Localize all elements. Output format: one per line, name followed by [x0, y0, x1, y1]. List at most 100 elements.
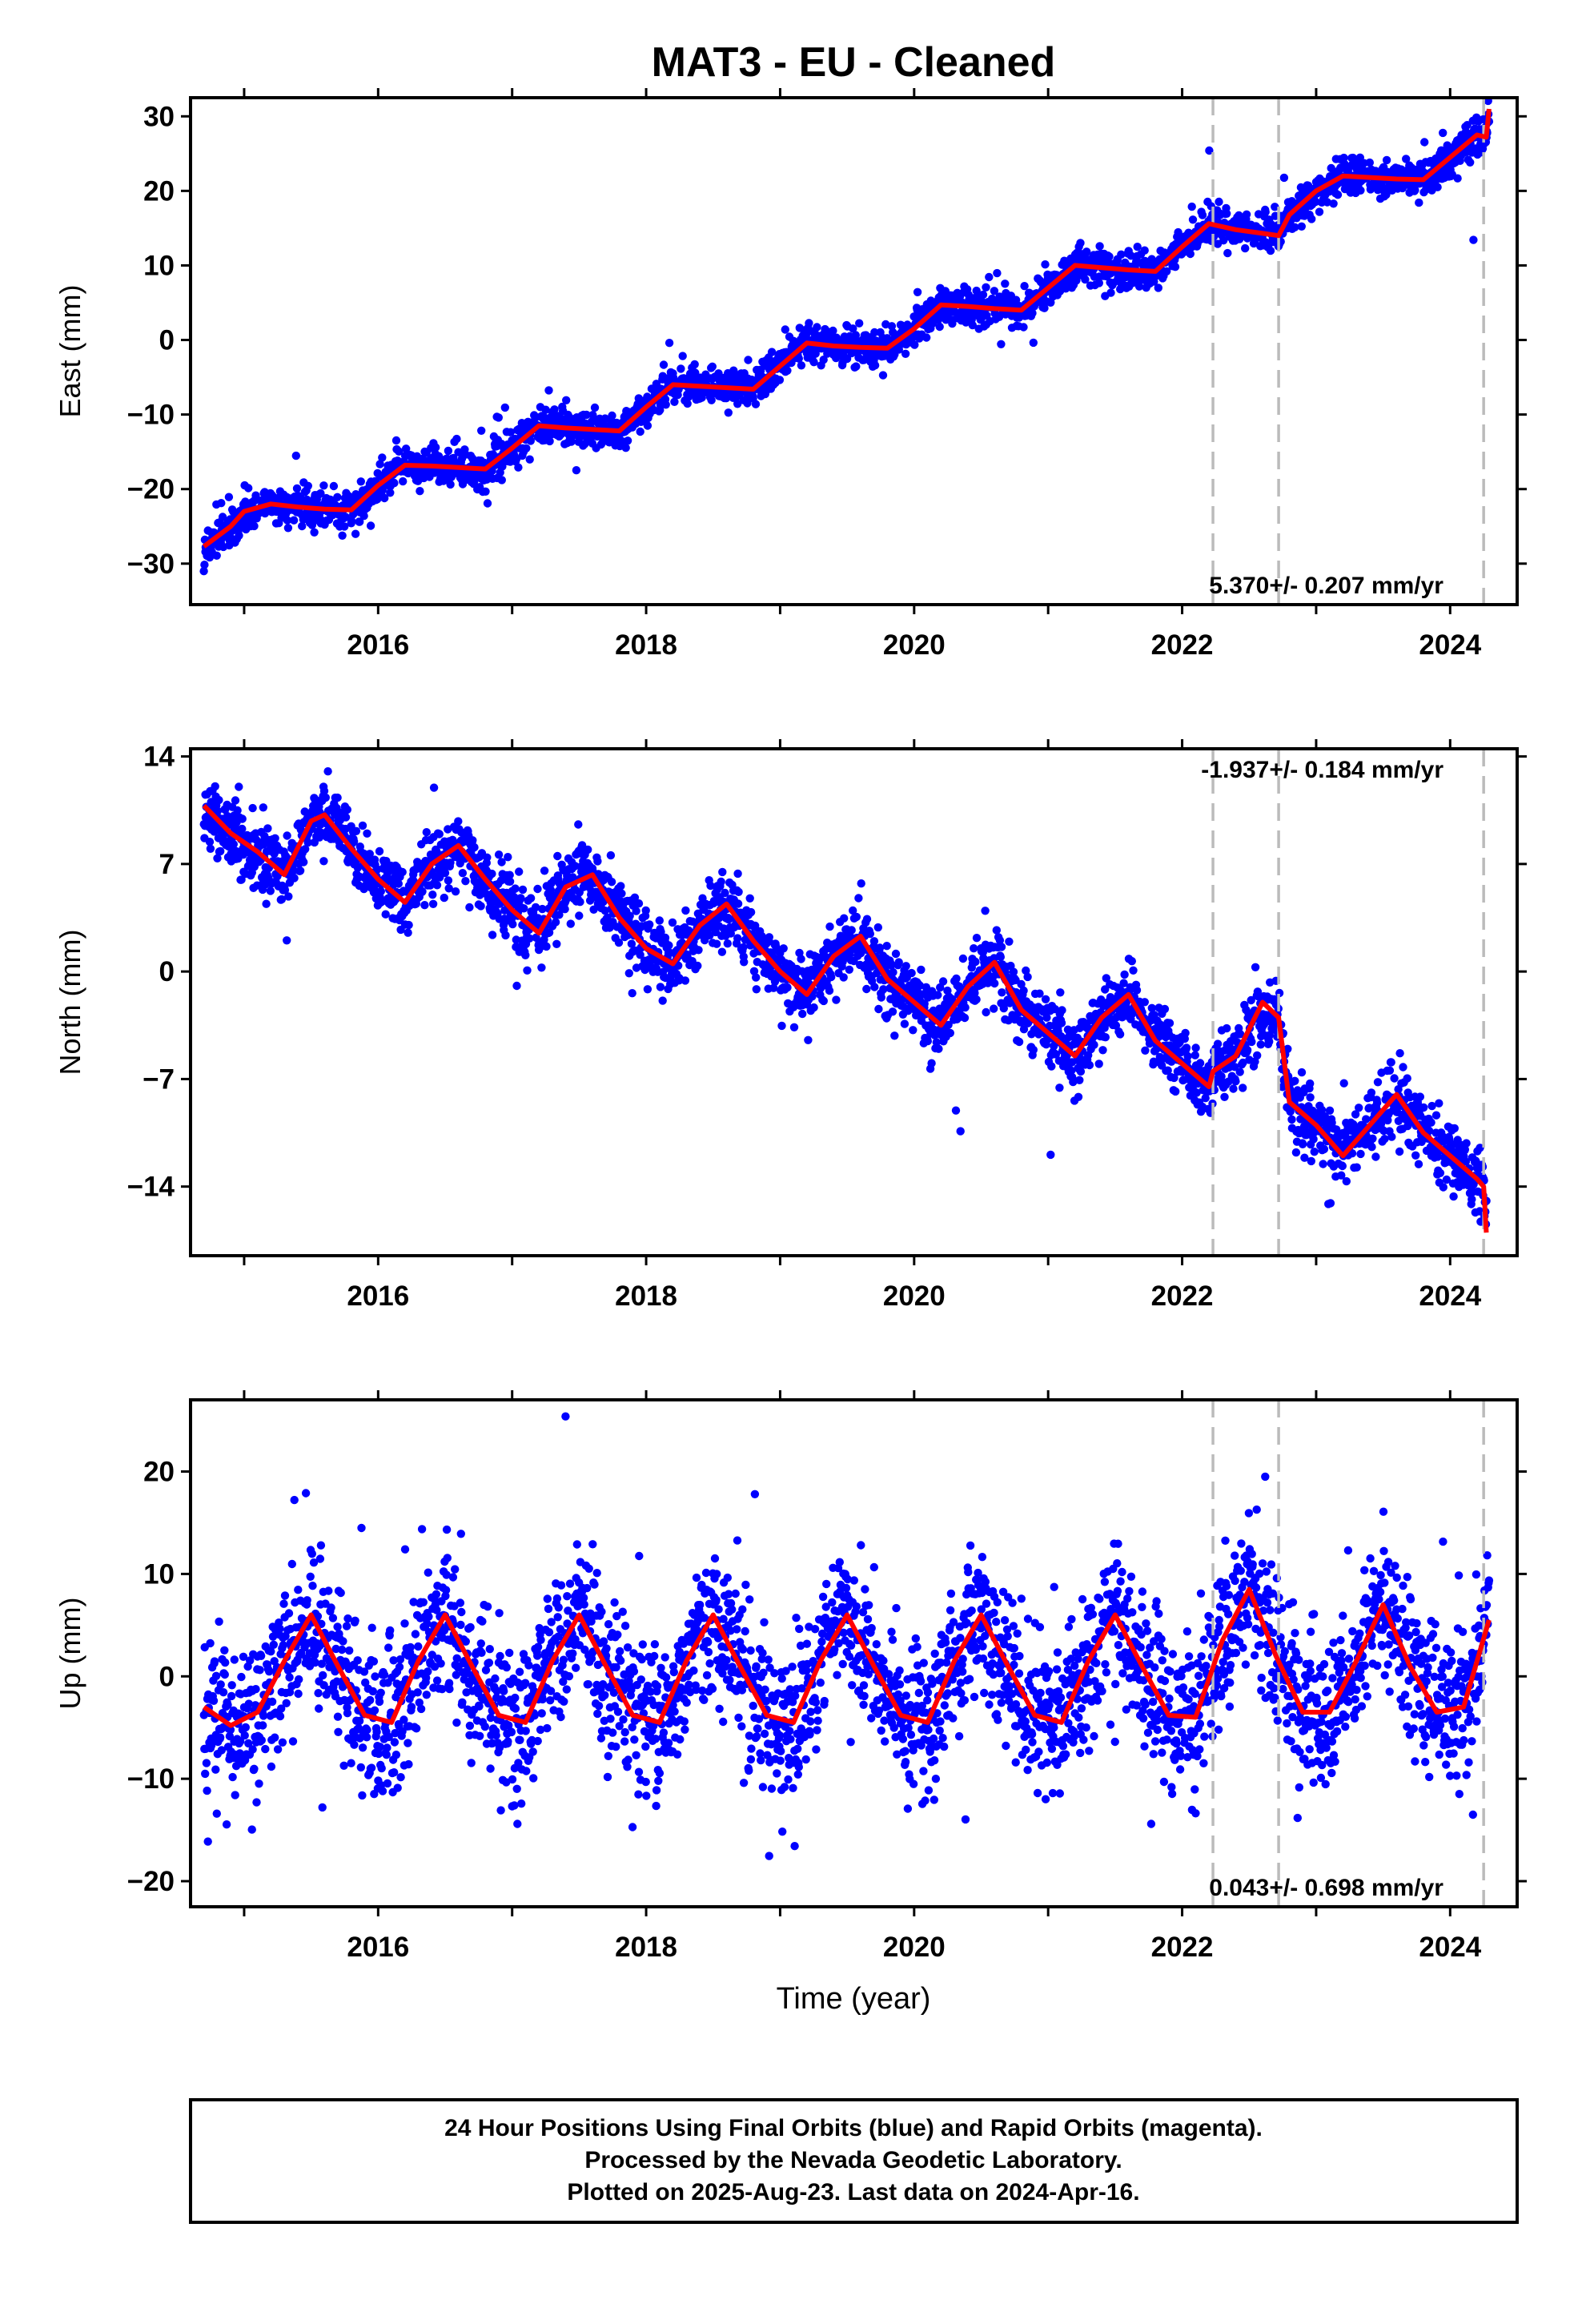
north-data-point: [847, 926, 856, 935]
north-data-point: [488, 931, 497, 939]
north-data-point: [777, 1021, 786, 1031]
east-data-point: [1311, 197, 1320, 207]
east-data-point: [359, 512, 368, 521]
north-data-point: [717, 877, 725, 887]
east-data-point: [1315, 207, 1324, 216]
east-data-point: [968, 320, 978, 330]
east-xtick-label: 2024: [1419, 629, 1481, 661]
east-data-point: [1186, 249, 1195, 259]
north-data-point: [783, 983, 792, 992]
east-data-point: [218, 513, 227, 521]
east-data-point: [1235, 214, 1244, 223]
north-data-point: [997, 943, 1006, 951]
east-data-point: [481, 487, 490, 496]
north-data-point: [706, 881, 715, 891]
north-data-point: [746, 907, 756, 917]
east-data-point: [526, 436, 535, 445]
north-data-point: [944, 1020, 953, 1030]
east-data-point: [432, 443, 440, 452]
north-data-point: [970, 944, 978, 953]
north-data-point: [488, 869, 496, 879]
north-data-point: [990, 979, 999, 988]
east-ytick-label: 10: [143, 250, 175, 281]
north-data-point: [996, 952, 1006, 962]
north-data-point: [1069, 1077, 1078, 1087]
east-data-point: [444, 446, 453, 456]
north-data-point: [751, 921, 760, 931]
north-data-point: [341, 813, 351, 822]
north-data-point: [461, 877, 470, 886]
north-data-point: [797, 955, 805, 963]
chart-title: MAT3 - EU - Cleaned: [652, 39, 1056, 86]
east-data-point: [1415, 198, 1423, 207]
east-data-point: [217, 499, 226, 508]
east-data-point: [990, 287, 999, 296]
north-data-point: [593, 857, 602, 866]
north-data-point: [1042, 1013, 1051, 1022]
east-data-point: [636, 427, 644, 436]
north-data-point: [1075, 1076, 1084, 1085]
north-data-point: [909, 1026, 917, 1035]
north-data-point: [533, 884, 542, 894]
north-data-point: [483, 853, 492, 862]
east-data-point: [1223, 248, 1232, 258]
north-data-point: [713, 939, 721, 948]
north-data-point: [789, 1023, 799, 1032]
north-data-point: [656, 927, 665, 936]
north-data-point: [363, 829, 371, 838]
north-data-point: [630, 893, 640, 903]
east-data-point: [366, 521, 375, 530]
east-data-point: [250, 521, 259, 531]
north-data-point: [574, 820, 583, 829]
east-data-point: [1307, 215, 1316, 223]
north-data-point: [934, 991, 942, 999]
north-data-point: [321, 793, 330, 802]
north-data-point: [958, 954, 968, 963]
north-data-point: [584, 845, 592, 854]
east-data-point: [351, 529, 360, 538]
east-data-point: [707, 396, 716, 404]
east-data-point: [677, 364, 685, 373]
north-data-point: [215, 795, 223, 805]
east-data-point: [1105, 252, 1114, 261]
east-data-point: [303, 481, 312, 490]
north-data-point: [299, 858, 308, 866]
north-data-point: [319, 786, 329, 795]
east-data-point: [477, 426, 486, 435]
north-data-point: [398, 867, 407, 877]
north-data-point: [607, 878, 616, 887]
north-data-point: [505, 870, 514, 879]
east-data-point: [661, 400, 670, 409]
north-data-point: [920, 999, 929, 1008]
north-data-point: [852, 912, 861, 922]
north-data-point: [923, 1036, 933, 1046]
north-data-point: [875, 943, 885, 952]
north-data-point: [995, 936, 1005, 945]
north-data-point: [665, 941, 673, 950]
north-data-point: [874, 1004, 883, 1014]
north-data-point: [907, 968, 916, 978]
north-data-point: [656, 983, 665, 991]
north-data-point: [537, 963, 546, 972]
north-data-point: [235, 782, 243, 791]
north-data-point: [740, 958, 749, 967]
east-data-point: [813, 323, 821, 332]
north-data-point: [283, 831, 291, 840]
north-data-point: [301, 845, 310, 854]
east-data-point: [582, 410, 591, 420]
north-data-point: [577, 841, 587, 850]
east-data-point: [972, 286, 981, 296]
north-data-point: [927, 1059, 936, 1068]
east-data-point: [1279, 173, 1289, 183]
north-data-point: [681, 976, 690, 985]
east-ytick-label: −20: [127, 474, 175, 505]
north-data-point: [394, 879, 403, 888]
north-data-point: [694, 946, 703, 955]
north-data-point: [1041, 995, 1050, 1004]
east-data-point: [708, 362, 717, 371]
north-data-point: [960, 1013, 970, 1023]
north-data-point: [617, 889, 626, 899]
north-data-point: [1098, 1046, 1107, 1055]
east-data-point: [1266, 246, 1275, 255]
